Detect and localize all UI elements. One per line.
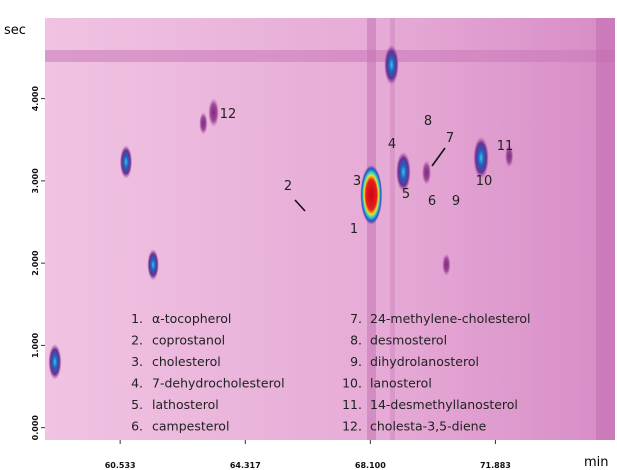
y-tick-label: 2.000	[31, 250, 40, 276]
legend-name: campesterol	[152, 419, 229, 434]
legend-number: 8.	[350, 333, 362, 348]
legend-number: 11.	[342, 397, 362, 412]
peak	[199, 112, 207, 135]
legend-number: 7.	[350, 311, 362, 326]
peak-label: 3	[353, 174, 361, 189]
y-tick-label: 4.000	[31, 86, 40, 112]
peak-label: 4	[388, 137, 396, 152]
legend-name: lathosterol	[152, 397, 219, 412]
x-tick-label: 68.100	[355, 461, 386, 470]
legend-name: α-tocopherol	[152, 311, 231, 326]
legend-name: desmosterol	[370, 333, 447, 348]
peak-label: 8	[424, 114, 432, 129]
x-tick-label: 64.317	[230, 461, 261, 470]
chart: sec min 60.53364.31768.10071.8830.0001.0…	[0, 0, 617, 470]
peak	[147, 249, 159, 280]
y-tick-label: 1.000	[31, 332, 40, 358]
legend-number: 3.	[131, 354, 143, 369]
peak	[208, 98, 219, 127]
legend-name: 14-desmethyllanosterol	[370, 397, 518, 412]
peak-label: 2	[284, 179, 292, 194]
legend-number: 9.	[350, 354, 362, 369]
peak-label: 5	[402, 187, 410, 202]
legend-name: cholesta-3,5-diene	[370, 419, 487, 434]
peak	[384, 45, 399, 85]
legend-name: cholesterol	[152, 354, 221, 369]
legend-number: 4.	[131, 376, 143, 391]
legend-number: 1.	[131, 311, 143, 326]
peak-label: 10	[476, 174, 493, 189]
peak-label: 1	[350, 222, 358, 237]
peak	[422, 160, 431, 185]
legend-number: 2.	[131, 333, 143, 348]
legend-name: 7-dehydrocholesterol	[152, 376, 285, 391]
peak-label: 11	[497, 139, 514, 154]
y-tick-label: 3.000	[31, 168, 40, 194]
peak	[442, 253, 450, 276]
legend-number: 5.	[131, 397, 143, 412]
x-tick-label: 71.883	[480, 461, 511, 470]
peak	[48, 344, 61, 380]
peak	[396, 152, 411, 192]
background-band	[45, 50, 615, 62]
legend-name: 24-methylene-cholesterol	[370, 311, 531, 326]
x-tick-label: 60.533	[105, 461, 136, 470]
peak-label: 12	[220, 107, 237, 122]
peak-label: 6	[428, 194, 436, 209]
y-tick-label: 0.000	[31, 415, 40, 441]
legend-name: lanosterol	[370, 376, 432, 391]
legend-number: 10.	[342, 376, 362, 391]
peak-label: 7	[446, 131, 454, 146]
legend-number: 12.	[342, 419, 362, 434]
legend-number: 6.	[131, 419, 143, 434]
peak	[120, 145, 132, 179]
peak-label: 9	[452, 194, 460, 209]
legend-name: dihydrolanosterol	[370, 354, 479, 369]
peak	[360, 165, 382, 225]
y-axis-label: sec	[4, 23, 26, 38]
peak	[473, 137, 489, 179]
legend-name: coprostanol	[152, 333, 225, 348]
background-edge	[596, 18, 615, 440]
x-axis-label: min	[584, 455, 609, 470]
